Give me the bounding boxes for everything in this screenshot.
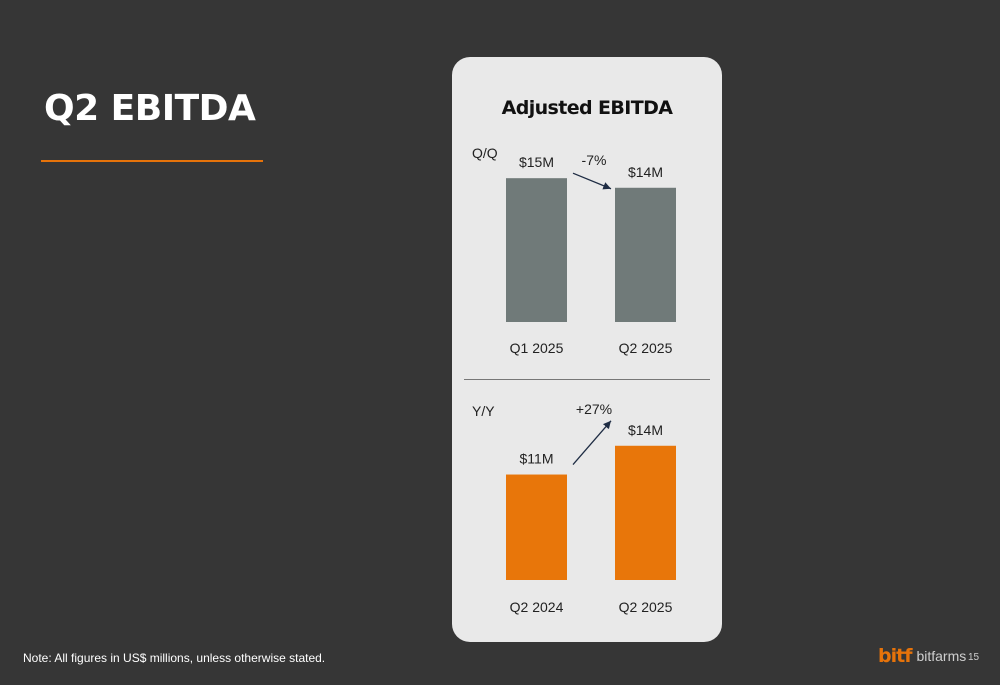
bar-q2-2025 <box>615 445 676 580</box>
bar-q1-2025 <box>506 178 567 322</box>
page-number: 15 <box>968 652 980 663</box>
bar-q2-2025 <box>615 187 676 322</box>
ebitda-card: Adjusted EBITDA Q/Q Y/Y $15M Q1 2025 $14M Q… <box>452 57 722 642</box>
data-label: $11M <box>520 451 554 467</box>
data-label: $14M <box>628 164 663 180</box>
data-label: $14M <box>628 422 663 438</box>
category-label: Q2 2025 <box>619 599 673 615</box>
section-label-yy: Y/Y <box>472 403 495 419</box>
category-label: Q1 2025 <box>510 340 564 356</box>
title-underline <box>41 160 263 162</box>
change-label: +27% <box>576 401 612 417</box>
section-divider <box>464 379 710 380</box>
change-label: -7% <box>582 152 607 168</box>
section-label-qq: Q/Q <box>472 145 498 161</box>
change-arrow <box>572 172 612 190</box>
logo-wordmark: bitfarms <box>916 648 967 664</box>
category-label: Q2 2025 <box>619 340 673 356</box>
bar-charts: $15M Q1 2025 $14M Q2 2025 -7% $11M Q2 2024 $14M… <box>506 152 676 615</box>
logo-mark: bitf <box>878 645 912 667</box>
bar-q2-2024 <box>506 474 567 580</box>
category-label: Q2 2024 <box>510 599 564 615</box>
bitfarms-logo: bitf bitfarms <box>878 645 966 667</box>
change-arrow <box>572 420 612 465</box>
data-label: $15M <box>519 154 554 170</box>
footnote: Note: All figures in US$ millions, unles… <box>23 651 326 665</box>
slide-title: Q2 EBITDA <box>44 88 256 129</box>
card-title: Adjusted EBITDA <box>501 97 673 119</box>
